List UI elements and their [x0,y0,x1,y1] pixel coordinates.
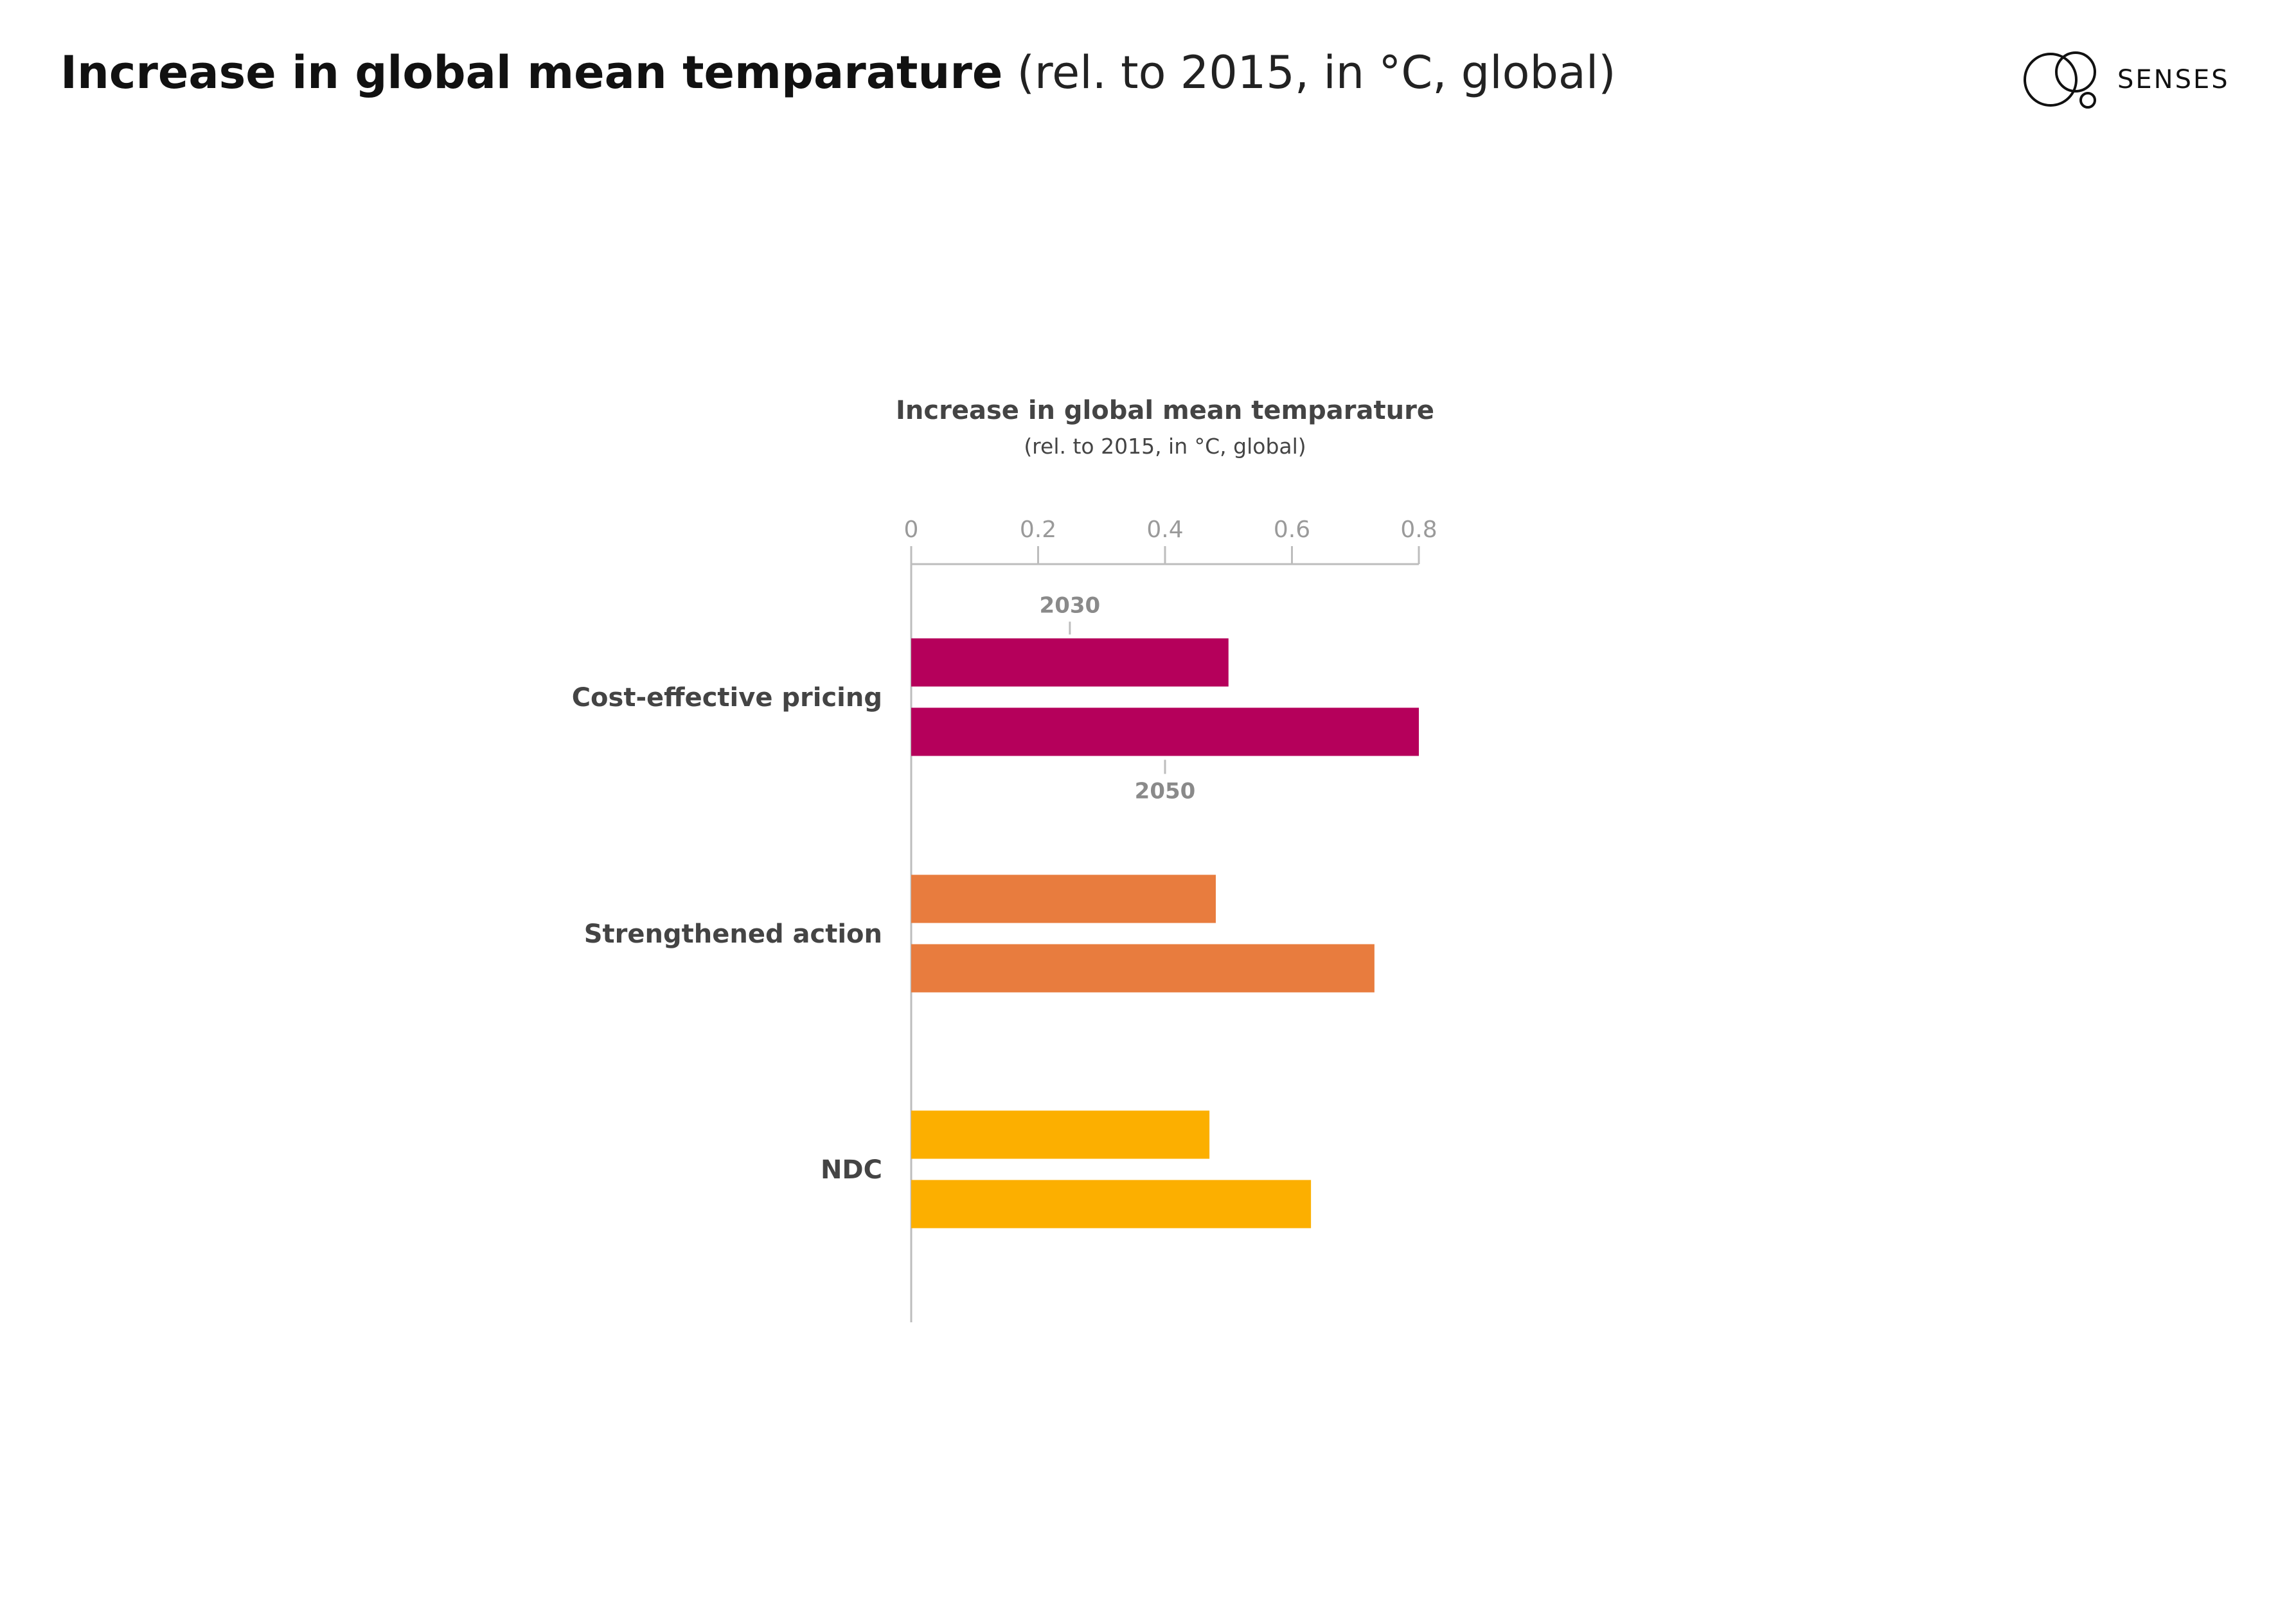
page-title: Increase in global mean temparature (rel… [60,50,1616,95]
annotation-2030: 2030 [1040,593,1101,619]
x-tick-label: 0.8 [1400,517,1437,543]
x-tick-label: 0.2 [1020,517,1056,543]
chart-subtitle: (rel. to 2015, in °C, global) [1024,434,1306,459]
overlapping-circles-icon [2024,51,2096,109]
x-tick-label: 0.6 [1274,517,1310,543]
senses-logo: SENSES [2021,50,2230,109]
x-tick-label: 0.4 [1146,517,1183,543]
page-title-units: (rel. to 2015, in °C, global) [1017,46,1616,99]
bar-2030 [911,1110,1210,1159]
page-title-main: Increase in global mean temparature [60,46,1003,99]
category-label: NDC [821,1155,882,1185]
x-tick-label: 0 [904,517,919,543]
category-label: Strengthened action [584,919,882,949]
category-label: Cost-effective pricing [572,683,882,713]
bar-2050 [911,944,1375,993]
bar-2030 [911,638,1229,687]
bar-2030 [911,874,1216,923]
bar-2050 [911,1180,1312,1228]
bar-2050 [911,707,1419,756]
logo-text: SENSES [2117,65,2230,94]
chart-title: Increase in global mean temparature [896,396,1434,425]
annotation-2050: 2050 [1135,779,1196,804]
